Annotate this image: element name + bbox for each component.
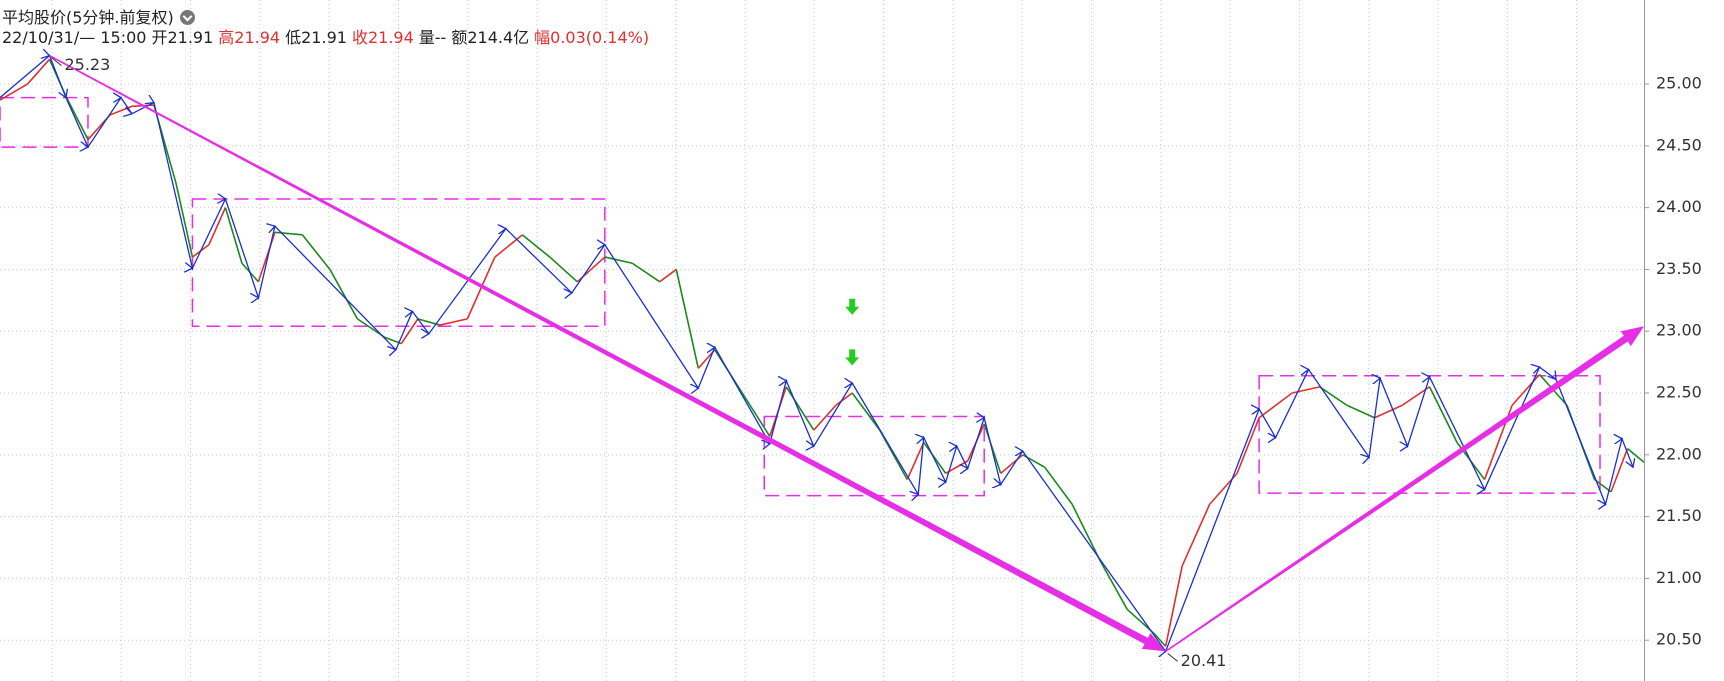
y-tick-label: 21.00 (1656, 568, 1702, 587)
info-label: 低 (285, 28, 302, 47)
info-value: 21.91 (301, 28, 347, 47)
annotation-label: 25.23 (64, 55, 110, 74)
price-segment (0, 83, 28, 101)
info-value: 21.94 (367, 28, 414, 47)
date: 22/10/31/— 15:00 (2, 28, 147, 47)
y-tick-label: 21.50 (1656, 506, 1702, 525)
signal-arrow (845, 298, 860, 315)
y-axis-area (1644, 0, 1724, 681)
y-tick-label: 23.00 (1656, 321, 1702, 340)
trend-line (49, 54, 1166, 652)
y-tick-label: 20.50 (1656, 630, 1702, 649)
info-label: 开 (151, 28, 168, 47)
plot-area (0, 0, 1644, 681)
y-tick-label: 24.00 (1656, 197, 1702, 216)
info-value: 0.03(0.14%) (550, 28, 650, 47)
y-tick-label: 25.00 (1656, 74, 1702, 93)
trend-line (1165, 326, 1644, 652)
info-value: 21.94 (234, 28, 281, 47)
y-tick-label: 22.00 (1656, 444, 1702, 463)
info-value: 21.91 (167, 28, 214, 47)
header-title: 平均股价(5分钟.前复权) (2, 4, 195, 28)
info-label: 额214.4亿 (451, 28, 530, 47)
info-label: 幅 (534, 28, 551, 47)
title-text: 平均股价(5分钟.前复权) (2, 8, 174, 27)
info-label: 高 (218, 28, 235, 47)
signal-arrow (845, 349, 860, 366)
y-tick-label: 23.50 (1656, 259, 1702, 278)
zigzag-line (0, 56, 1633, 652)
annotation-label: 20.41 (1181, 651, 1227, 670)
annotation-pointer (1167, 652, 1178, 662)
y-tick-label: 22.50 (1656, 383, 1702, 402)
dropdown-icon[interactable] (179, 10, 195, 25)
y-tick-label: 24.50 (1656, 135, 1702, 154)
info-label: 收 (351, 28, 368, 47)
annotation-pointer (51, 57, 62, 67)
info-label: 量-- (418, 28, 447, 47)
info-line: 22/10/31/— 15:00 开21.91 高21.94 低21.91 收21.94… (2, 24, 649, 48)
